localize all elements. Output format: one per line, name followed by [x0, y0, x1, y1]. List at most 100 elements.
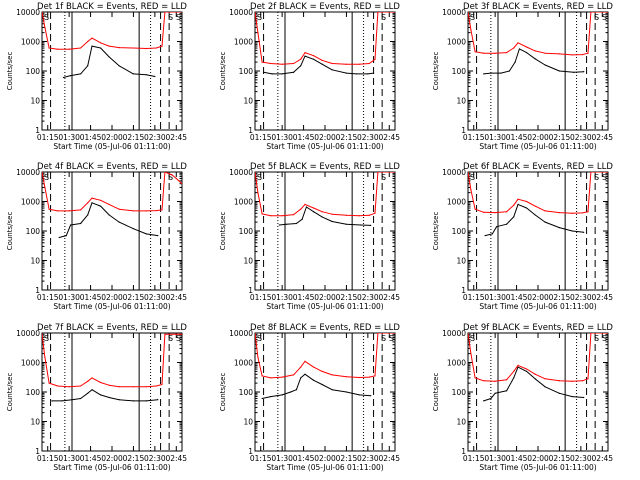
y-tick-label: 10000: [229, 168, 253, 177]
chart-title: Det 1f BLACK = Events, RED = LLD: [37, 2, 187, 12]
lld-point: [505, 379, 508, 381]
y-tick-label: 10000: [229, 8, 253, 17]
y-tick-label: 1000: [21, 38, 40, 47]
x-tick-label: 01:45: [80, 133, 102, 142]
events-point: [500, 72, 502, 74]
series-line-events: [279, 206, 371, 226]
x-tick-label: 01:30: [484, 133, 506, 142]
events-point: [300, 65, 302, 67]
series-group: [468, 12, 608, 75]
events-point: [372, 72, 375, 74]
lld-point: [321, 59, 323, 61]
x-tick-label: 02:00: [527, 133, 549, 142]
corner-mark: S: [44, 13, 49, 22]
x-tick-label: 01:45: [506, 454, 528, 463]
events-point: [145, 400, 147, 402]
events-point: [517, 366, 519, 368]
lld-point: [321, 370, 323, 372]
y-tick-label: 1: [35, 126, 40, 135]
lld-point: [312, 366, 315, 368]
lld-point: [358, 215, 360, 217]
chart-panel: Det 9f BLACK = Events, RED = LLD 1 10 100 10…: [432, 323, 613, 472]
lld-point: [483, 52, 485, 54]
lld-point: [99, 42, 102, 44]
series-line-lld: [468, 333, 608, 382]
y-tick-label: 10: [30, 97, 40, 106]
x-tick-label: 02:15: [336, 454, 358, 463]
x-tick-label: 01:15: [37, 133, 59, 142]
y-tick-label: 10000: [442, 168, 466, 177]
lld-point: [68, 210, 70, 212]
lld-point: [394, 12, 395, 13]
lld-point: [474, 51, 476, 53]
events-point: [51, 400, 53, 402]
lld-point: [534, 205, 536, 207]
lld-point: [590, 333, 592, 334]
lld-point: [517, 198, 519, 200]
lld-point: [175, 177, 177, 180]
chart-title: Det 3f BLACK = Events, RED = LLD: [463, 2, 613, 12]
y-tick-label: 1000: [447, 38, 466, 47]
y-tick-label: 100: [239, 227, 254, 236]
x-tick-label: 02:30: [357, 293, 379, 302]
lld-point: [581, 212, 583, 214]
x-tick-label: 02:15: [549, 454, 571, 463]
series-line-events: [58, 202, 158, 238]
y-tick-label: 10: [456, 418, 466, 427]
lld-point: [345, 214, 348, 216]
corner-mark: S: [470, 173, 475, 182]
lld-point: [281, 63, 283, 65]
x-tick-label: 02:45: [591, 454, 613, 463]
corner-mark: S: [257, 334, 262, 343]
y-tick-label: 1: [35, 447, 40, 456]
events-point: [132, 73, 135, 75]
events-point: [157, 399, 159, 401]
lld-point: [590, 12, 592, 13]
lld-point: [270, 377, 272, 379]
series-line-events: [483, 48, 584, 75]
corner-mark: S: [168, 173, 173, 182]
x-tick-label: 01:30: [484, 293, 506, 302]
x-tick-label: 02:15: [123, 454, 145, 463]
lld-point: [155, 210, 157, 212]
corner-mark: S: [470, 13, 475, 22]
lld-point: [261, 61, 263, 63]
series-line-lld: [42, 12, 182, 50]
x-axis-label: Start Time (05-Jul-06 01:11:00): [53, 463, 170, 472]
lld-point: [281, 376, 283, 378]
lld-point: [607, 172, 608, 173]
lld-point: [304, 52, 306, 54]
events-point: [513, 377, 515, 379]
events-point: [558, 227, 561, 229]
events-point: [525, 52, 528, 54]
events-point: [118, 399, 120, 401]
chart-title: Det 7f BLACK = Events, RED = LLD: [37, 323, 187, 333]
lld-point: [494, 212, 496, 214]
events-point: [108, 56, 110, 58]
lld-point: [48, 47, 50, 49]
lld-point: [513, 47, 515, 49]
lld-point: [331, 374, 333, 376]
lld-point: [257, 192, 259, 194]
chart-title: Det 4f BLACK = Events, RED = LLD: [37, 162, 187, 172]
x-tick-label: 02:45: [378, 293, 400, 302]
lld-point: [42, 172, 43, 173]
lld-point: [42, 12, 43, 13]
lld-point: [601, 172, 603, 173]
lld-point: [483, 380, 485, 382]
events-point: [331, 220, 333, 223]
x-tick-label: 01:15: [463, 133, 485, 142]
events-point: [495, 226, 498, 228]
y-axis-label: Counts/sec: [6, 52, 14, 91]
events-point: [99, 394, 102, 396]
y-tick-label: 100: [26, 227, 41, 236]
y-tick-label: 1000: [21, 198, 40, 207]
events-point: [513, 216, 515, 218]
y-axis-label: Counts/sec: [432, 52, 440, 91]
events-point: [583, 71, 585, 73]
lld-point: [331, 62, 333, 65]
series-group: [42, 172, 182, 239]
series-group: [42, 333, 182, 402]
lld-point: [312, 207, 315, 209]
lld-point: [79, 209, 82, 211]
